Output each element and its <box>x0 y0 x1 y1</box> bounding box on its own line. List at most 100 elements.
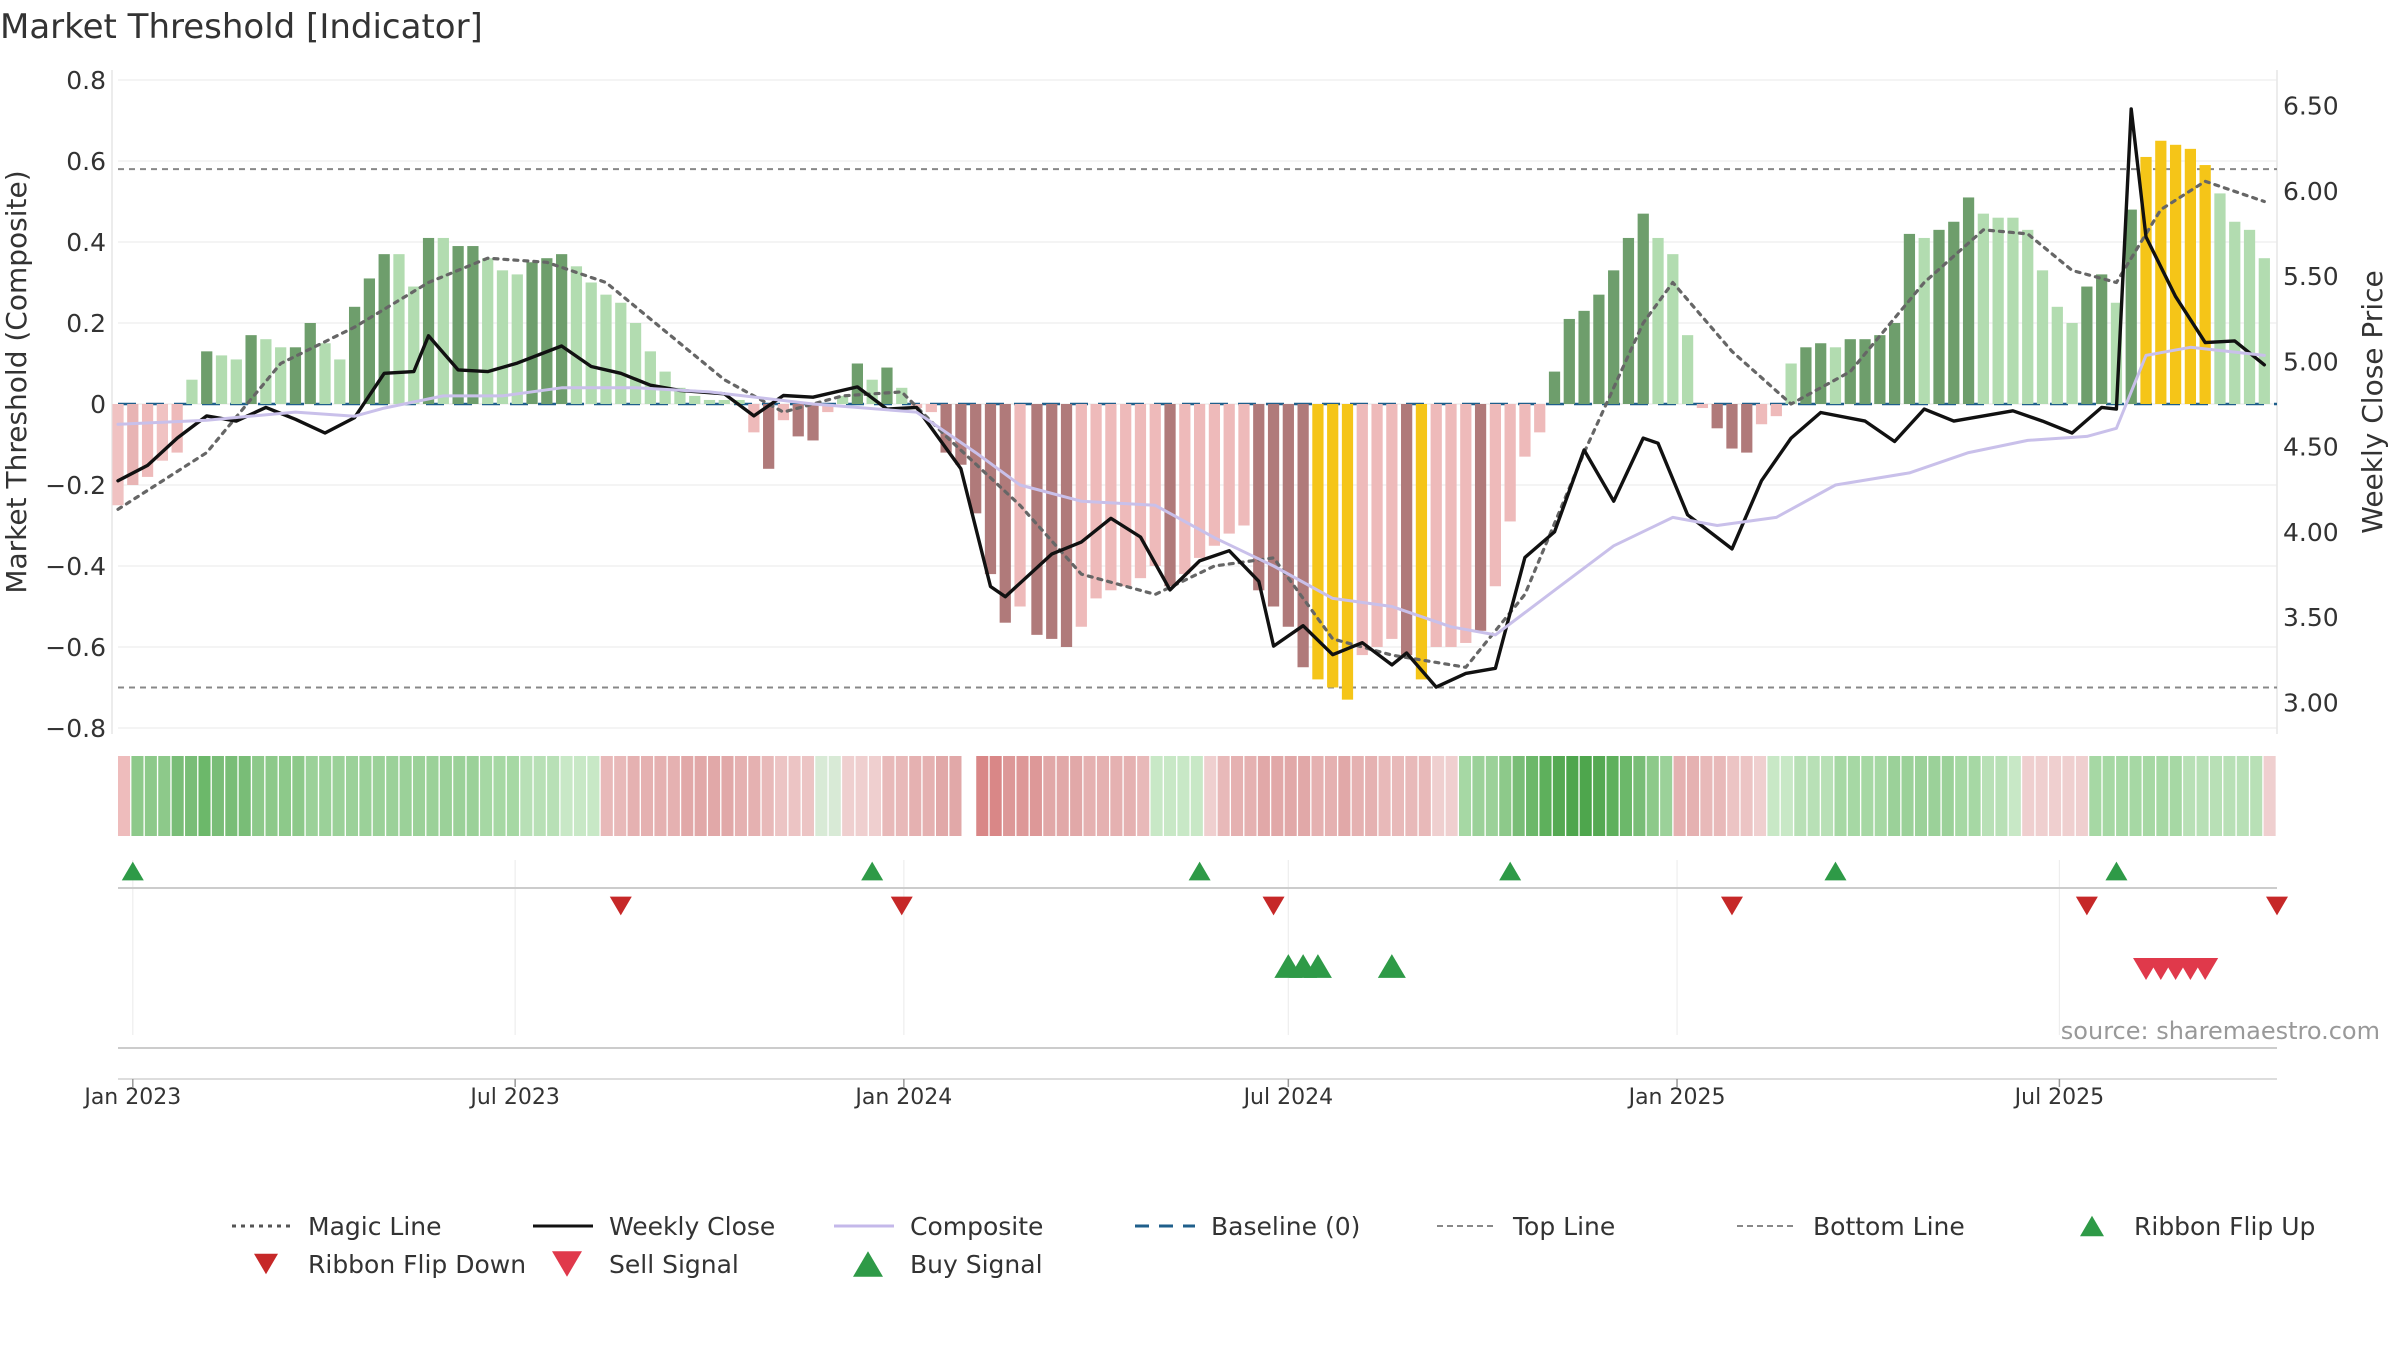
ribbon-segment <box>399 756 412 836</box>
composite-bar <box>1534 404 1546 433</box>
composite-bar <box>1401 404 1413 656</box>
y-tick-label-right: 3.00 <box>2283 688 2339 717</box>
ribbon-segment <box>640 756 654 836</box>
x-tick-label: Jan 2025 <box>1627 1085 1726 1110</box>
composite-bar <box>511 274 523 404</box>
ribbon-segment <box>1606 756 1619 836</box>
ribbon-segment <box>359 756 372 836</box>
ribbon-segment <box>1633 756 1646 836</box>
composite-bar <box>2036 270 2049 404</box>
ribbon-segment <box>225 756 238 836</box>
ribbon-segment <box>1485 756 1498 836</box>
composite-bar <box>393 254 405 404</box>
series-line-composite <box>116 345 2266 637</box>
composite-bar <box>1874 335 1886 404</box>
composite-bar <box>2110 302 2123 404</box>
composite-bar <box>2229 221 2241 404</box>
composite-bar <box>1297 404 1309 668</box>
ribbon-flip-down-marker <box>2266 896 2288 916</box>
composite-bar <box>171 404 183 453</box>
composite-bar <box>334 359 346 404</box>
ribbon-segment <box>587 756 600 836</box>
composite-bar <box>230 359 242 404</box>
composite-bar <box>452 246 464 404</box>
ribbon-segment <box>2156 756 2169 836</box>
ribbon-flip-up-marker <box>1499 861 1522 881</box>
y-tick-label-right: 6.00 <box>2283 177 2339 206</box>
ribbon-segment <box>788 756 801 836</box>
legend-label: Composite <box>910 1212 1043 1241</box>
ribbon-segment <box>1794 756 1807 836</box>
chart-title: Market Threshold [Indicator] <box>0 7 483 47</box>
composite-bar <box>615 302 627 404</box>
ribbon-segment <box>372 756 385 836</box>
y-tick-label-right: 4.50 <box>2283 433 2339 462</box>
x-axis: Jan 2023 Jul 2023 Jan 2024 Jul 2024 Jan 2025… <box>82 1078 2277 1110</box>
legend-item: Composite <box>834 1212 1043 1241</box>
y-tick-label-left: −0.8 <box>45 714 106 743</box>
legend-triangle-down-icon <box>254 1253 278 1275</box>
y-tick-label-left: −0.4 <box>45 552 106 581</box>
ribbon-segment <box>1619 756 1632 836</box>
composite-bar <box>733 399 745 404</box>
composite-bar <box>2066 323 2078 404</box>
composite-bar <box>1415 404 1428 680</box>
ribbon-segment <box>1445 756 1458 836</box>
ribbon-segment <box>654 756 667 836</box>
ribbon-segment <box>319 756 332 836</box>
ribbon-segment <box>1029 756 1042 836</box>
composite-bar <box>1267 404 1280 607</box>
ribbon-segment <box>1391 756 1405 836</box>
composite-bar <box>2258 258 2270 404</box>
composite-bar <box>1770 404 1782 417</box>
composite-bar <box>1933 229 1945 404</box>
ribbon-segment <box>1861 756 1874 836</box>
ribbon-segment <box>144 756 157 836</box>
ribbon-segment <box>252 756 265 836</box>
ribbon-segment <box>1914 756 1928 836</box>
composite-bar <box>851 363 864 404</box>
composite-bar <box>1105 404 1117 591</box>
composite-bar <box>2140 156 2152 404</box>
legend-item: Buy Signal <box>853 1250 1043 1279</box>
ribbon-segment <box>855 756 868 836</box>
composite-bar <box>1667 254 1679 404</box>
composite-bar <box>1193 404 1206 558</box>
legend-item: Bottom Line <box>1737 1212 1965 1241</box>
composite-bar <box>718 399 730 404</box>
ribbon-segment <box>1834 756 1847 836</box>
ribbon-segment <box>2169 756 2182 836</box>
ribbon-segment <box>1941 756 1954 836</box>
composite-bar <box>215 355 228 404</box>
ribbon-segment <box>1955 756 1968 836</box>
composite-bar <box>127 404 139 485</box>
composite-bar <box>970 404 982 514</box>
composite-bar <box>1889 323 1901 404</box>
ribbon-segment <box>2116 756 2129 836</box>
ribbon-segment <box>1458 756 1472 836</box>
composite-bar <box>703 399 716 404</box>
composite-bar <box>1652 237 1664 404</box>
composite-bar <box>955 404 967 465</box>
composite-bar <box>836 395 849 404</box>
y-tick-label-right: 4.00 <box>2283 518 2339 547</box>
ribbon-segment <box>1217 756 1230 836</box>
legend: Magic Line Weekly Close Composite Baseline … <box>232 1212 2315 1279</box>
composite-bar <box>1386 404 1398 639</box>
legend-triangle-up-icon <box>853 1251 883 1277</box>
composite-bar <box>141 404 154 477</box>
ribbon-segment <box>1324 756 1337 836</box>
ribbon-segment <box>1995 756 2008 836</box>
ribbon-segment <box>1552 756 1565 836</box>
ribbon-segment <box>1405 756 1418 836</box>
legend-label: Magic Line <box>308 1212 442 1241</box>
composite-bar <box>600 294 612 404</box>
composite-bar <box>1726 404 1738 449</box>
ribbon-segment <box>1204 756 1217 836</box>
composite-bar <box>1681 335 1694 404</box>
ribbon-segment <box>426 756 439 836</box>
ribbon-segment <box>909 756 922 836</box>
series-line-magic-line <box>116 179 2266 669</box>
ribbon-segment <box>882 756 895 836</box>
